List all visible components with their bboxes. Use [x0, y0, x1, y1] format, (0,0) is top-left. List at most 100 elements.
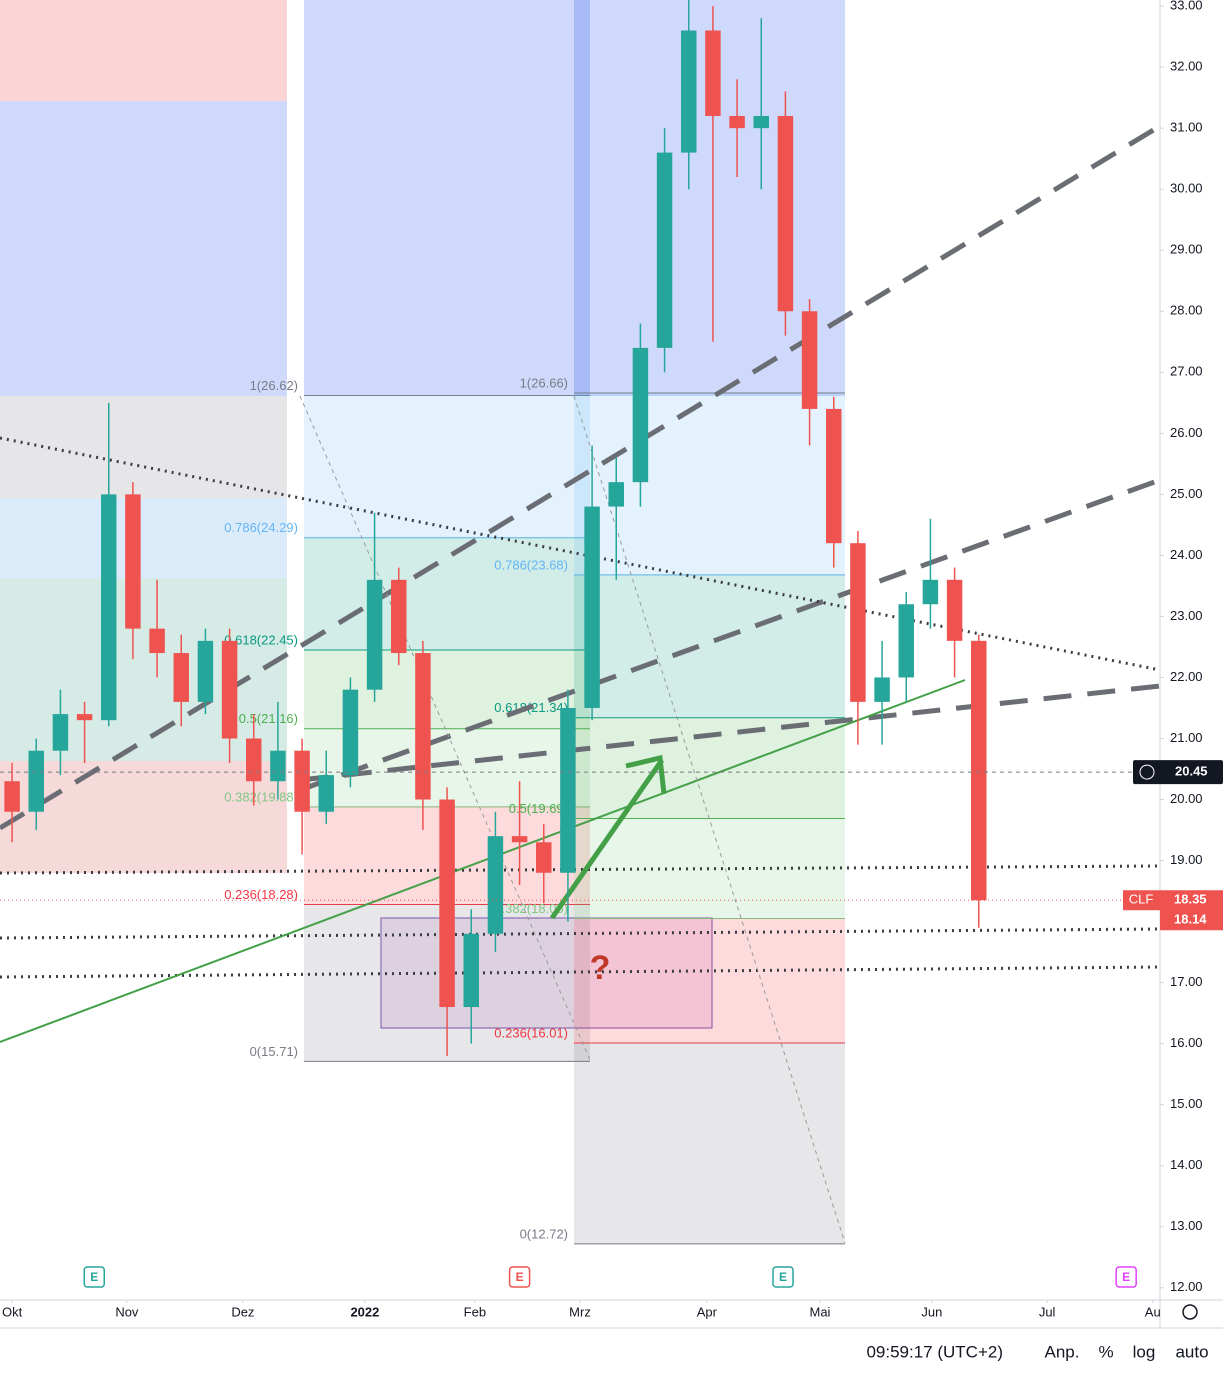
earnings-label[interactable]: E: [779, 1270, 787, 1284]
y-tick-label: 15.00: [1170, 1096, 1203, 1111]
candle-body: [28, 750, 44, 812]
candle-body: [560, 707, 576, 873]
candle-body: [463, 933, 479, 1008]
support-line: [0, 965, 1161, 979]
low-price: 18.14: [1174, 912, 1207, 927]
zone: [0, 578, 287, 761]
fib-band: [574, 1043, 845, 1244]
candle-body: [656, 152, 673, 348]
crosshair-price: 20.45: [1175, 764, 1208, 779]
candle-body: [221, 640, 238, 739]
x-tick-label: Okt: [2, 1304, 23, 1319]
support-line: [0, 927, 1161, 940]
candle-body: [246, 738, 262, 782]
y-tick-label: 22.00: [1170, 669, 1203, 684]
trend-line: [0, 436, 1161, 672]
trend-line: [0, 679, 966, 1043]
scale-button[interactable]: %: [1098, 1342, 1113, 1361]
earnings-label[interactable]: E: [1122, 1270, 1130, 1284]
zone: [0, 0, 287, 101]
candle-body: [753, 115, 769, 129]
x-tick-label: Apr: [697, 1304, 718, 1319]
candle-body: [801, 311, 818, 409]
scale-button[interactable]: auto: [1175, 1342, 1208, 1361]
earnings-label[interactable]: E: [516, 1270, 524, 1284]
y-tick-label: 24.00: [1170, 547, 1203, 562]
x-tick-label: Nov: [115, 1304, 139, 1319]
price-axis: [1160, 0, 1223, 1300]
trend-line: [0, 123, 1162, 831]
candle-body: [197, 640, 214, 702]
x-tick-label: Mrz: [569, 1304, 591, 1319]
fib-label: 0.5(21.16): [239, 711, 298, 726]
fib-band: [574, 574, 845, 718]
zone: [0, 396, 287, 498]
fib-label: 0(12.72): [520, 1226, 568, 1241]
y-tick-label: 14.00: [1170, 1157, 1203, 1172]
fib-band: [304, 395, 590, 538]
fib-label: 0.5(19.69): [509, 801, 568, 816]
candle-body: [584, 506, 600, 708]
fib-label: 0.236(16.01): [494, 1025, 568, 1040]
candle-body: [318, 775, 334, 812]
candle-body: [681, 30, 697, 153]
settings-icon[interactable]: [1182, 1304, 1198, 1320]
candle-body: [946, 579, 963, 641]
fib-band: [304, 537, 590, 650]
y-tick-label: 33.00: [1170, 0, 1203, 13]
fib-label: 0.786(23.68): [494, 557, 568, 572]
candle-body: [173, 653, 189, 702]
trend-lines: [0, 123, 1162, 1244]
candle-body: [294, 750, 310, 812]
y-tick-label: 31.00: [1170, 120, 1203, 135]
y-tick-label: 16.00: [1170, 1035, 1203, 1050]
y-tick-label: 13.00: [1170, 1218, 1203, 1233]
fib-label: 1(26.62): [250, 378, 298, 393]
fib-trend: [299, 395, 591, 1061]
y-tick-label: 21.00: [1170, 730, 1203, 745]
fib-label: 0(15.71): [250, 1044, 298, 1059]
y-tick-label: 29.00: [1170, 242, 1203, 257]
y-tick-label: 19.00: [1170, 852, 1203, 867]
y-tick-label: 20.00: [1170, 791, 1203, 806]
candle-body: [536, 842, 552, 873]
y-tick-label: 17.00: [1170, 974, 1203, 989]
candle-body: [439, 799, 455, 1008]
candle-body: [52, 714, 69, 751]
y-tick-label: 30.00: [1170, 181, 1203, 196]
candle-body: [729, 115, 745, 129]
candle-body: [76, 714, 93, 721]
zone: [574, 0, 590, 396]
candle-body: [632, 347, 649, 483]
candle-body: [874, 677, 890, 702]
candle-body: [898, 604, 914, 678]
x-tick-label: Jul: [1039, 1304, 1056, 1319]
candle-body: [149, 628, 165, 654]
candle-body: [826, 408, 842, 544]
candle-body: [125, 494, 141, 629]
y-tick-label: 27.00: [1170, 364, 1203, 379]
price-tag: [1160, 890, 1223, 931]
candle-body: [101, 494, 117, 721]
drawings-background: [0, 0, 845, 1029]
symbol-tag: [1123, 890, 1160, 911]
earnings-marker: [83, 1266, 105, 1288]
candle-body: [487, 836, 504, 934]
footer: 09:59:17 (UTC+2) Anp.% log auto: [866, 1342, 1208, 1361]
fib-label: 1(26.66): [520, 375, 568, 390]
x-tick-label: Feb: [464, 1304, 486, 1319]
zone: [0, 101, 287, 396]
scale-button[interactable]: Anp.: [1045, 1342, 1080, 1361]
fib-band: [574, 918, 845, 1044]
scale-button[interactable]: log: [1133, 1342, 1156, 1361]
fib-label: 0.382(18.05): [494, 901, 568, 916]
candle-body: [270, 750, 286, 782]
candle-body: [971, 640, 987, 901]
annotation: ?: [590, 949, 611, 987]
crosshair-plus[interactable]: [1139, 764, 1155, 780]
candle-body: [922, 579, 939, 605]
y-tick-label: 25.00: [1170, 486, 1203, 501]
earnings-label[interactable]: E: [90, 1270, 98, 1284]
